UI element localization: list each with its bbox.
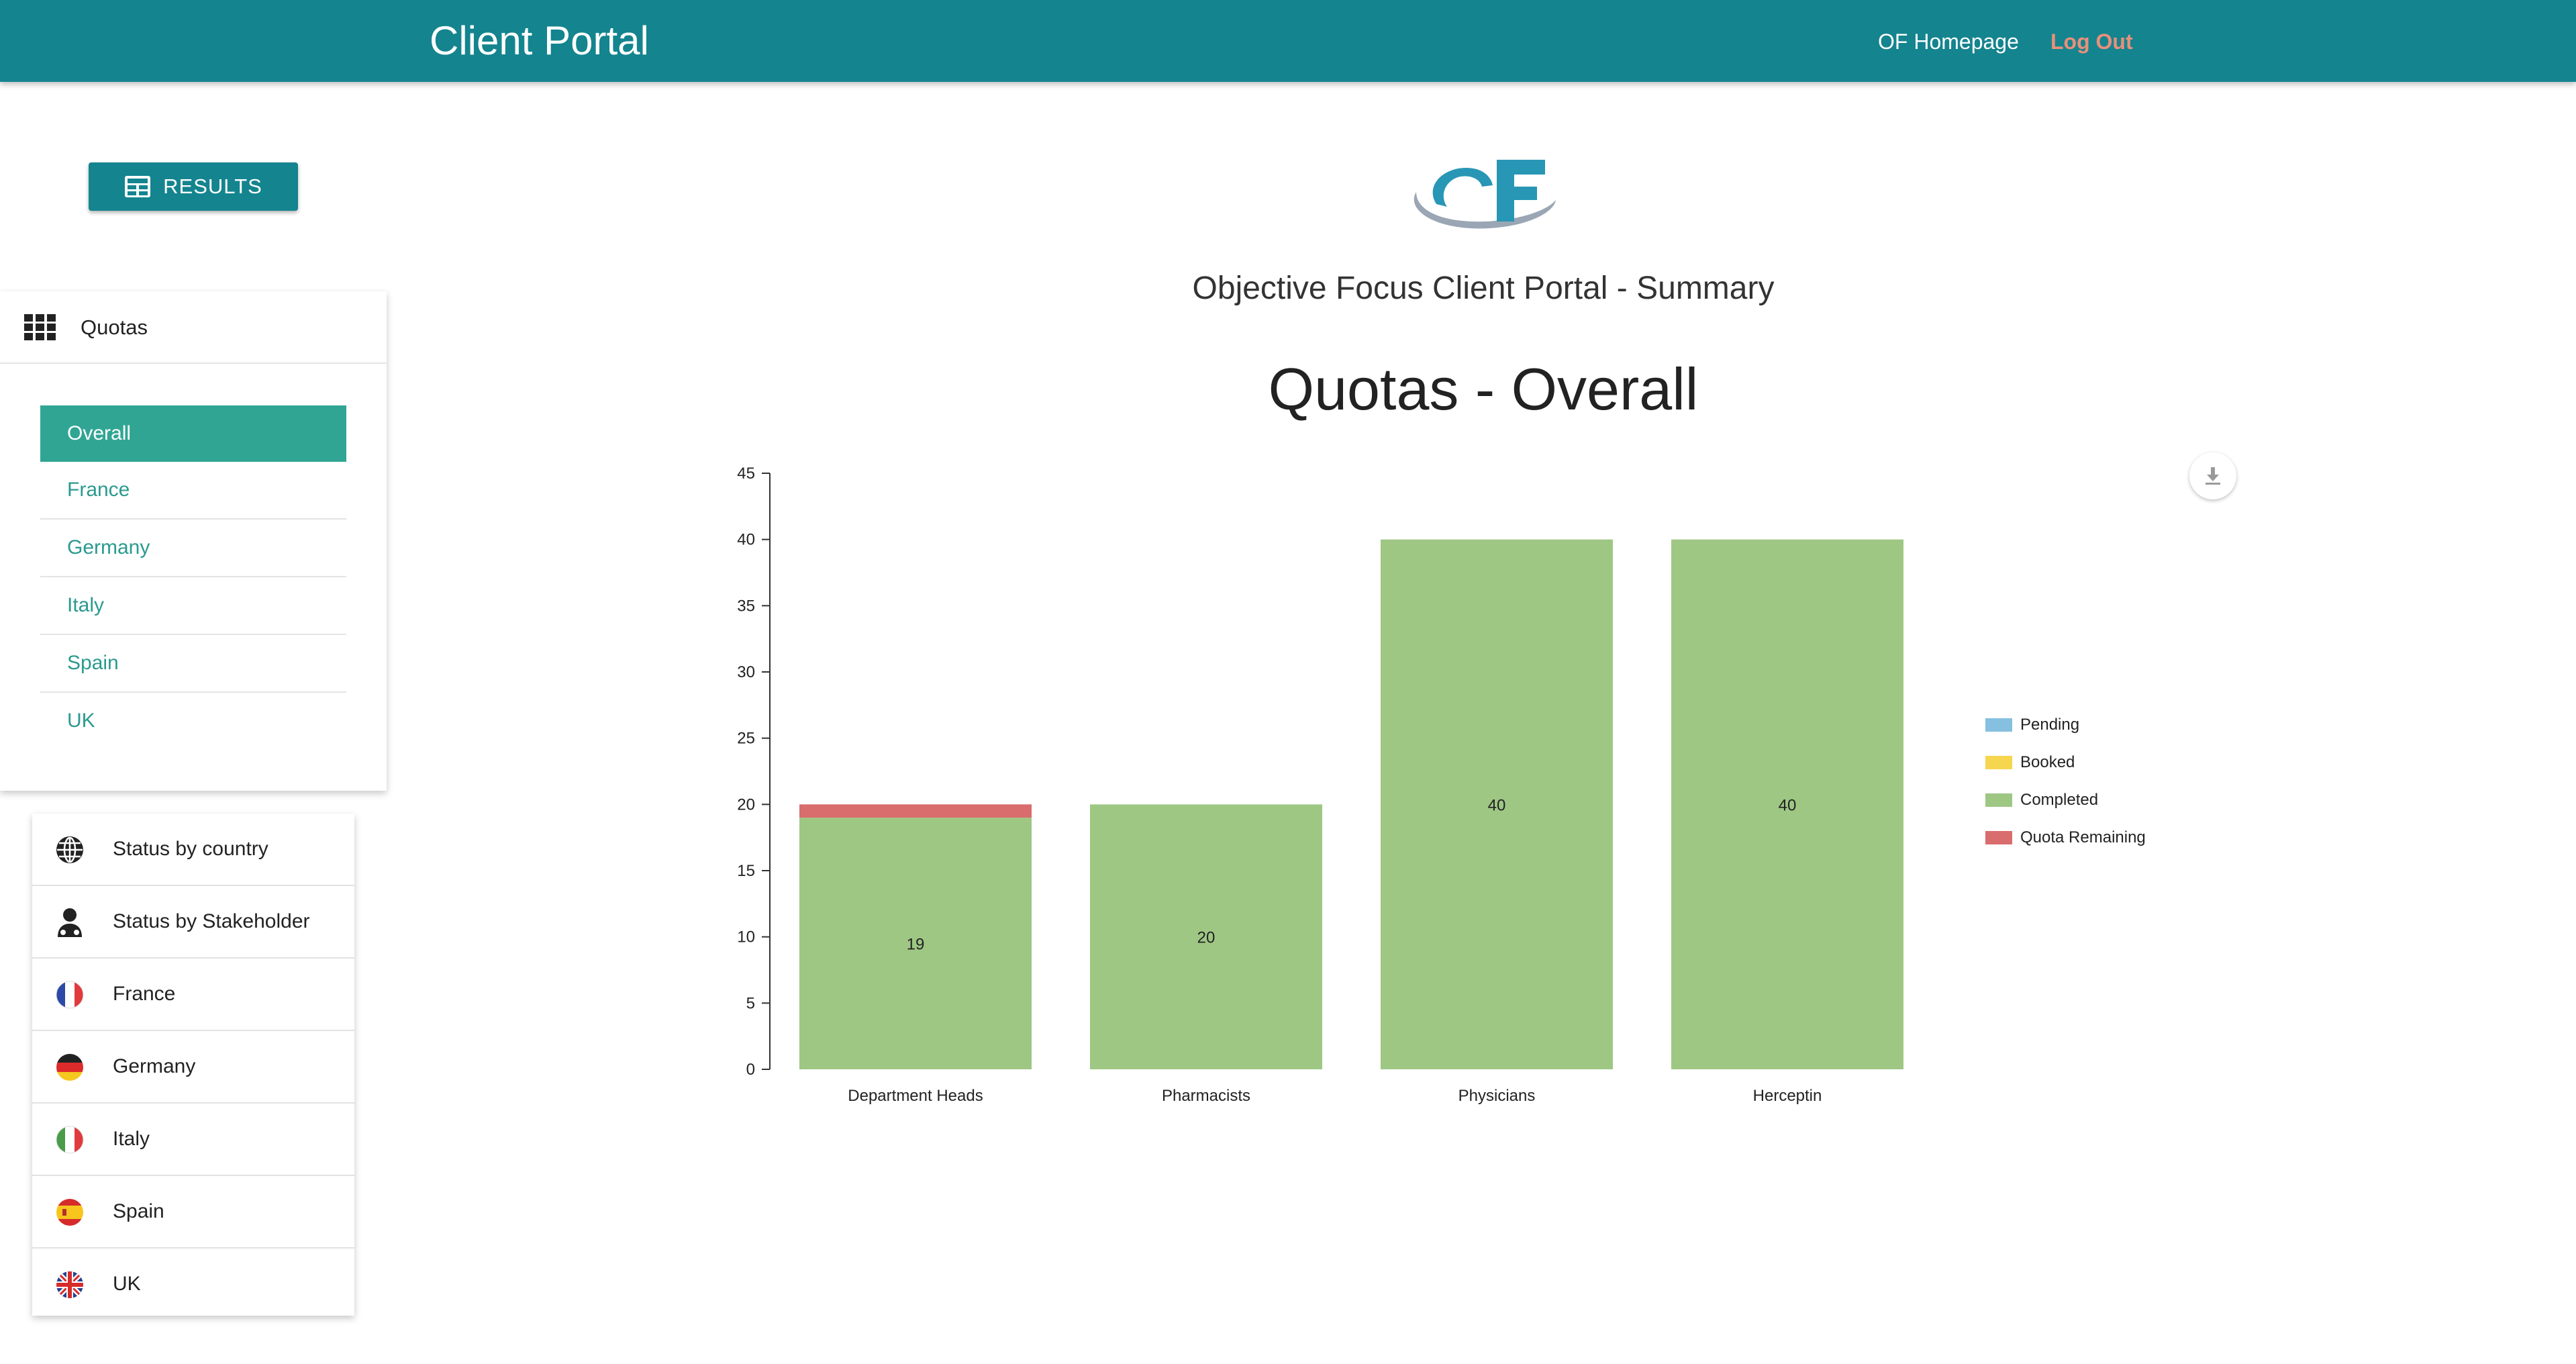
bar-segment [799, 818, 1032, 1069]
flag-italy-icon [56, 1126, 84, 1154]
nav-item-spain[interactable]: Spain [32, 1176, 354, 1249]
app-title: Client Portal [430, 18, 649, 63]
legend-item-pending[interactable]: Pending [1985, 712, 2207, 749]
quotas-bar-chart: 0 5 10 15 20 25 30 35 40 45 19 Department Heads 20 Ph… [737, 465, 1903, 1105]
legend-item-completed[interactable]: Completed [1985, 787, 2207, 824]
chart-title: Quotas - Overall [1268, 356, 1699, 422]
results-button-label: RESULTS [163, 175, 262, 198]
page-subtitle: Objective Focus Client Portal - Summary [1192, 271, 1775, 306]
x-tick-label: Department Heads [848, 1087, 983, 1105]
y-tick-label: 25 [737, 730, 755, 748]
download-button[interactable] [2189, 452, 2236, 499]
of-homepage-link[interactable]: OF Homepage [1878, 30, 2019, 54]
nav-item-label: Status by country [113, 838, 268, 860]
nav-item-italy[interactable]: Italy [32, 1104, 354, 1176]
y-tick-label: 40 [737, 531, 755, 549]
bar-segment [1381, 539, 1613, 1069]
results-button[interactable]: RESULTS [89, 162, 298, 211]
quotas-panel-title: Quotas [81, 315, 148, 339]
quota-tab-spain[interactable]: Spain [40, 635, 346, 693]
quotas-header: Quotas [0, 291, 387, 364]
objective-focus-logo [1414, 160, 1556, 229]
x-tick-label: Pharmacists [1162, 1087, 1250, 1105]
nav-item-label: Status by Stakeholder [113, 910, 310, 932]
nav-item-status-by-stakeholder[interactable]: Status by Stakeholder [32, 886, 354, 959]
bar-segment [1671, 539, 1903, 1069]
data-label: 40 [1488, 796, 1506, 814]
flag-uk-icon [56, 1271, 83, 1298]
user-icon [58, 908, 82, 937]
legend-label: Quota Remaining [2020, 828, 2146, 846]
flag-germany-icon [56, 1054, 83, 1081]
legend-item-booked[interactable]: Booked [1985, 749, 2207, 787]
grid-icon [24, 314, 56, 340]
legend-label: Booked [2020, 753, 2075, 771]
nav-item-label: France [113, 983, 176, 1005]
y-tick-label: 5 [746, 994, 755, 1012]
data-label: 20 [1197, 929, 1216, 947]
x-tick-label: Herceptin [1753, 1087, 1822, 1105]
legend-item-quota-remaining[interactable]: Quota Remaining [1985, 824, 2207, 862]
chart-legend: Pending Booked Completed Quota Remaining [1985, 712, 2207, 862]
quota-tab-germany[interactable]: Germany [40, 520, 346, 577]
quota-tab-italy[interactable]: Italy [40, 577, 346, 635]
y-tick-label: 45 [737, 465, 755, 483]
legend-swatch [1985, 718, 2012, 732]
legend-label: Pending [2020, 716, 2080, 734]
y-tick-label: 15 [737, 862, 755, 880]
y-tick-label: 35 [737, 597, 755, 615]
nav-item-uk[interactable]: UK [32, 1249, 354, 1320]
nav-item-label: Spain [113, 1200, 164, 1222]
top-bar: Client Portal OF Homepage Log Out [0, 0, 2576, 82]
x-tick-label: Physicians [1458, 1087, 1536, 1105]
nav-list: Status by country Status by Stakeholder … [32, 814, 354, 1316]
quota-tab-france[interactable]: France [40, 462, 346, 520]
log-out-link[interactable]: Log Out [2050, 30, 2133, 54]
quota-tab-uk[interactable]: UK [67, 710, 95, 732]
data-label: 40 [1779, 796, 1797, 814]
y-tick-label: 0 [746, 1061, 755, 1079]
legend-swatch [1985, 831, 2012, 844]
quotas-panel: Quotas Overall France Germany Italy Spai… [0, 291, 387, 791]
y-tick-label: 20 [737, 795, 755, 814]
nav-item-germany[interactable]: Germany [32, 1031, 354, 1104]
y-tick-label: 10 [737, 928, 755, 946]
flag-spain-icon [56, 1199, 83, 1226]
y-tick-label: 30 [737, 663, 755, 681]
table-icon [125, 176, 151, 197]
nav-item-france[interactable]: France [32, 959, 354, 1031]
legend-label: Completed [2020, 791, 2099, 809]
nav-item-label: Italy [113, 1128, 150, 1150]
nav-item-label: Germany [113, 1055, 196, 1077]
bar-segment [799, 804, 1032, 818]
legend-swatch [1985, 756, 2012, 769]
flag-france-icon [56, 981, 84, 1009]
data-label: 19 [907, 936, 925, 954]
quota-tabs: Overall France Germany Italy Spain UK [40, 405, 346, 749]
bar-segment [1090, 804, 1322, 1069]
download-icon [2206, 467, 2220, 485]
nav-item-status-by-country[interactable]: Status by country [32, 814, 354, 886]
quota-tab-overall[interactable]: Overall [40, 405, 346, 462]
nav-item-label: UK [113, 1273, 141, 1295]
legend-swatch [1985, 793, 2012, 807]
globe-icon [56, 836, 83, 863]
